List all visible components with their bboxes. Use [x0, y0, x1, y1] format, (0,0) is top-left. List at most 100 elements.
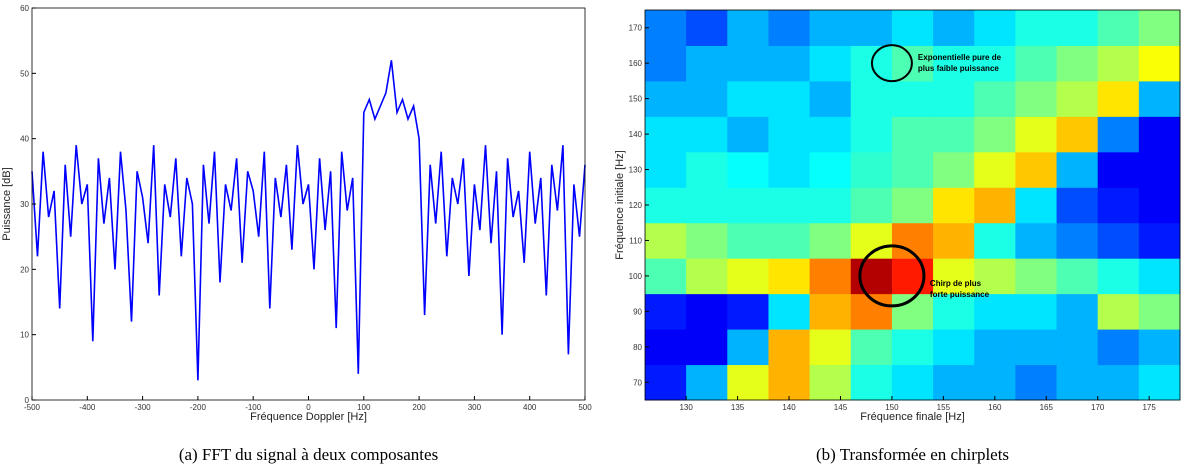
heat-cell: [933, 222, 975, 259]
x-tick-label: 200: [412, 403, 426, 412]
annotation-text: plus faible puissance: [918, 64, 999, 73]
heat-cell: [933, 116, 975, 153]
heat-cell: [686, 222, 728, 259]
heat-cell: [974, 80, 1016, 117]
y-tick-label: 130: [629, 166, 643, 175]
heat-cell: [1056, 45, 1099, 82]
x-axis-label: Fréquence Doppler [Hz]: [250, 411, 367, 423]
heat-cell: [933, 293, 975, 330]
heat-cell: [850, 116, 893, 153]
heat-cell: [645, 10, 687, 46]
heat-cell: [1138, 80, 1181, 117]
heat-cell: [727, 364, 769, 401]
heat-cell: [1097, 151, 1140, 188]
heat-cell: [974, 116, 1016, 153]
y-tick-label: 100: [629, 272, 643, 281]
heat-cell: [809, 329, 852, 366]
heat-cell: [768, 329, 811, 366]
heat-cell: [1097, 116, 1140, 153]
heat-cell: [1056, 329, 1099, 366]
heat-cell: [1138, 116, 1181, 153]
heat-cell: [1015, 151, 1058, 188]
heat-cell: [686, 258, 728, 295]
heat-cell: [974, 258, 1016, 295]
y-tick-label: 160: [629, 59, 643, 68]
heat-cell: [727, 258, 769, 295]
y-tick-label: 70: [633, 378, 642, 387]
heat-cell: [1056, 364, 1099, 401]
y-tick-label: 20: [20, 265, 29, 274]
heat-cell: [645, 151, 687, 188]
heat-cell: [1097, 364, 1140, 401]
x-tick-label: 135: [731, 403, 745, 412]
heat-cell: [933, 151, 975, 188]
y-tick-label: 80: [633, 343, 642, 352]
heat-cell: [933, 10, 975, 46]
heat-cell: [1097, 45, 1140, 82]
heat-cell: [727, 10, 769, 46]
x-tick-label: -100: [245, 403, 262, 412]
heat-cell: [891, 258, 934, 295]
x-tick-label: 0: [306, 403, 311, 412]
heat-cell: [1097, 258, 1140, 295]
heat-cell: [1015, 364, 1058, 401]
heat-cell: [645, 45, 687, 82]
heat-cell: [974, 364, 1016, 401]
heat-cell: [1097, 10, 1140, 46]
heat-cell: [850, 10, 893, 46]
x-tick-label: -500: [24, 403, 41, 412]
heat-cell: [686, 187, 728, 224]
annotation-text: Exponentielle pure de: [918, 53, 1002, 62]
heat-cell: [727, 116, 769, 153]
heat-cell: [768, 364, 811, 401]
y-tick-label: 90: [633, 307, 642, 316]
heat-cell: [891, 80, 934, 117]
heat-cell: [645, 222, 687, 259]
heat-cell: [1015, 187, 1058, 224]
y-tick-label: 140: [629, 130, 643, 139]
heat-cell: [1015, 116, 1058, 153]
heat-cell: [1015, 293, 1058, 330]
heat-cell: [933, 45, 975, 82]
heat-cell: [891, 329, 934, 366]
heat-cell: [1138, 258, 1181, 295]
heat-cell: [727, 293, 769, 330]
heat-cell: [809, 45, 852, 82]
x-tick-label: 170: [1091, 403, 1105, 412]
heat-cell: [809, 151, 852, 188]
x-tick-label: 175: [1142, 403, 1156, 412]
y-tick-label: 170: [629, 24, 643, 33]
heat-cell: [645, 364, 687, 401]
heat-cell: [850, 187, 893, 224]
heat-cell: [686, 151, 728, 188]
x-tick-label: -400: [79, 403, 96, 412]
heat-cell: [727, 187, 769, 224]
heat-cell: [645, 187, 687, 224]
heat-cell: [974, 151, 1016, 188]
x-tick-label: 145: [834, 403, 848, 412]
y-tick-label: 60: [20, 4, 29, 13]
annotation-circle: [858, 244, 926, 308]
heat-cell: [974, 45, 1016, 82]
heat-cell: [727, 151, 769, 188]
heat-cell: [1015, 258, 1058, 295]
x-tick-label: 150: [885, 403, 899, 412]
heat-cell: [809, 293, 852, 330]
x-tick-label: 100: [357, 403, 371, 412]
plot-frame: [31, 7, 586, 401]
heat-cell: [850, 80, 893, 117]
heat-cell: [933, 80, 975, 117]
heat-cell: [1015, 45, 1058, 82]
x-tick-label: -300: [135, 403, 152, 412]
heat-cell: [850, 329, 893, 366]
heat-cell: [1056, 187, 1099, 224]
heat-cell: [727, 329, 769, 366]
heat-cell: [933, 329, 975, 366]
heat-cell: [1138, 364, 1181, 401]
heat-cell: [727, 45, 769, 82]
heat-cell: [768, 80, 811, 117]
heat-cell: [645, 293, 687, 330]
heat-cell: [686, 45, 728, 82]
y-tick-label: 0: [25, 396, 30, 405]
heat-cell: [974, 187, 1016, 224]
